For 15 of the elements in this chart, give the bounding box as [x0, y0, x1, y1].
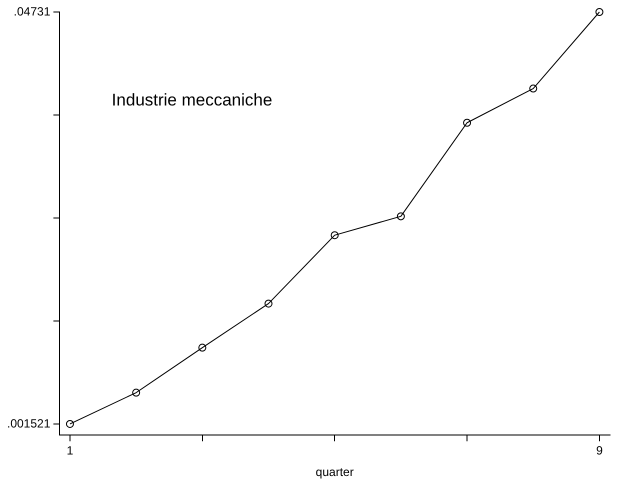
point	[529, 84, 538, 93]
point	[463, 118, 472, 127]
point	[66, 420, 74, 428]
annotation: Industrie meccaniche	[112, 90, 272, 110]
point	[396, 212, 405, 220]
point	[198, 344, 206, 352]
x-tick-label: 1	[66, 444, 74, 458]
y-tick-label: .04731	[14, 4, 51, 18]
point	[132, 388, 140, 397]
point	[330, 231, 339, 240]
x-axis-title: quarter	[316, 465, 354, 480]
y-tick-label: .001521	[6, 416, 51, 430]
point	[264, 300, 273, 308]
point	[595, 8, 604, 16]
x-tick-label: 9	[596, 444, 604, 458]
